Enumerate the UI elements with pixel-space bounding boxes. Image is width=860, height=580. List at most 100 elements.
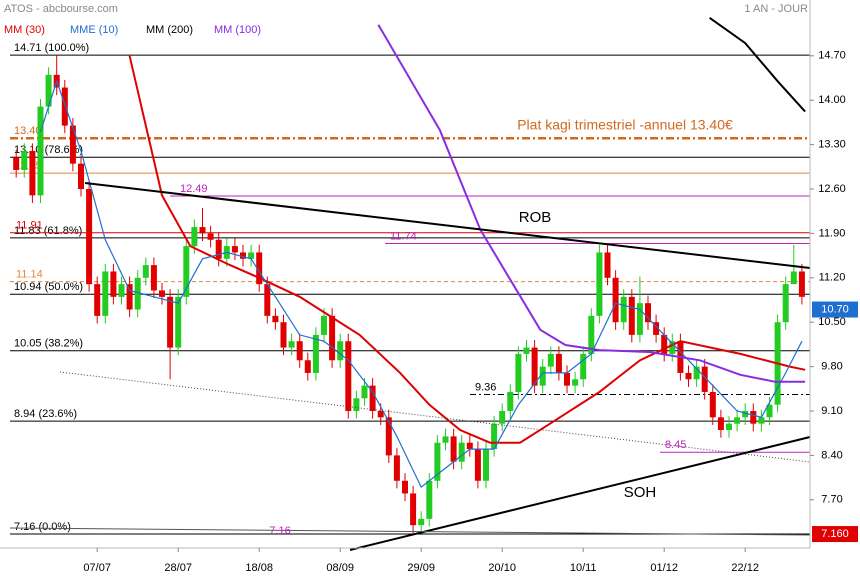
x-tick-label: 10/11	[570, 562, 597, 574]
candle-body	[78, 163, 84, 190]
candle-body	[29, 150, 36, 196]
candle-body	[466, 442, 473, 450]
candle-body	[377, 411, 384, 418]
y-tick-label: 10.50	[818, 316, 846, 328]
ma-line	[709, 16, 806, 113]
candle-body	[45, 74, 52, 107]
candle-body	[750, 411, 757, 424]
candle-body	[790, 271, 797, 285]
candle-body	[734, 417, 741, 424]
y-tick-label: 11.20	[819, 272, 846, 284]
x-tick-label: 07/07	[83, 562, 111, 574]
price-box	[812, 526, 858, 543]
candle-body	[685, 372, 692, 380]
candle-body	[491, 423, 498, 450]
candle-body	[442, 436, 449, 443]
rob-label: ROB	[519, 209, 552, 226]
candle-body	[523, 347, 530, 354]
candle-body	[296, 341, 303, 361]
candle-body	[361, 385, 368, 399]
candle-body	[669, 341, 676, 354]
legend-entry: MM (200)	[146, 24, 193, 36]
base-line	[9, 527, 811, 536]
candle-body	[175, 296, 182, 348]
level-label: 10.94 (50.0%)	[14, 281, 83, 293]
candle-body	[110, 271, 117, 297]
candle-body	[499, 411, 506, 424]
level-label: 7.16 (0.0%)	[14, 521, 71, 533]
candle-body	[547, 353, 554, 367]
legend-entry: MME (10)	[70, 24, 118, 36]
candle-body	[264, 284, 271, 316]
candle-body	[199, 227, 206, 234]
candle-body	[483, 449, 489, 481]
candle-body	[231, 246, 238, 253]
candle-body	[142, 265, 149, 278]
level-label: 11.74	[390, 230, 417, 242]
candle-body	[628, 296, 635, 335]
rob-line	[84, 182, 811, 269]
candle-body	[515, 353, 522, 392]
candle-body	[329, 315, 336, 361]
candle-body	[782, 284, 789, 323]
candle-body	[385, 417, 392, 456]
level-label: 9.36	[475, 381, 496, 393]
candle-body	[150, 265, 157, 291]
candle-body	[321, 315, 327, 335]
candle-body	[588, 315, 595, 354]
candle-body	[604, 252, 611, 278]
y-tick-label: 11.90	[819, 227, 846, 239]
candle-body	[102, 271, 109, 316]
candle-body	[620, 296, 627, 323]
kagi-note: Plat kagi trimestriel -annuel 13.40€	[517, 117, 733, 133]
title: ATOS - abcbourse.com	[4, 3, 118, 15]
candle-body	[693, 366, 700, 380]
candle-body	[207, 233, 214, 240]
y-tick-label: 9.10	[821, 405, 842, 417]
x-tick-label: 29/09	[407, 562, 435, 574]
level-label: 10.05 (38.2%)	[14, 338, 83, 350]
y-tick-label: 12.60	[818, 183, 846, 195]
candle-body	[636, 303, 643, 335]
candle-body	[402, 480, 408, 494]
candle-body	[450, 436, 457, 462]
candle-body	[726, 423, 732, 431]
price-label: 10.70	[821, 303, 849, 315]
candle-body	[580, 353, 587, 380]
candle-body	[337, 341, 344, 361]
candle-body	[458, 442, 465, 462]
y-tick-label: 14.70	[818, 50, 846, 62]
level-label: 11.14	[16, 269, 43, 281]
candle-body	[596, 252, 603, 316]
y-tick-label: 14.00	[818, 94, 846, 106]
x-tick-label: 08/09	[326, 562, 354, 574]
legend-entry: MM (30)	[4, 24, 45, 36]
candle-body	[531, 347, 538, 386]
candle-body	[653, 322, 660, 335]
candle-body	[758, 417, 765, 424]
candle-body	[272, 315, 279, 323]
x-tick-label: 18/08	[245, 562, 273, 574]
candle-body	[410, 493, 417, 526]
x-tick-label: 22/12	[731, 562, 759, 574]
candle-body	[345, 341, 352, 411]
ma-line	[377, 24, 806, 383]
candle-body	[69, 125, 76, 164]
candle-body	[645, 303, 651, 323]
level-label: 12.49	[180, 183, 208, 195]
level-label: 8.45	[665, 439, 686, 451]
candle-body	[612, 277, 619, 323]
candle-body	[353, 398, 360, 411]
level-label: 14.71 (100.0%)	[14, 42, 89, 54]
x-tick-label: 28/07	[164, 562, 192, 574]
soh-label: SOH	[624, 484, 657, 501]
candle-body	[183, 246, 190, 297]
trend-lines: ROB SOH Plat kagi trimestriel -annuel 13…	[9, 117, 811, 551]
candle-body	[555, 353, 562, 373]
y-tick-label: 9.80	[821, 361, 842, 373]
legend-entry: MM (100)	[214, 24, 261, 36]
candle-body	[572, 379, 579, 386]
candle-body	[304, 360, 311, 373]
candle-body	[118, 284, 125, 297]
